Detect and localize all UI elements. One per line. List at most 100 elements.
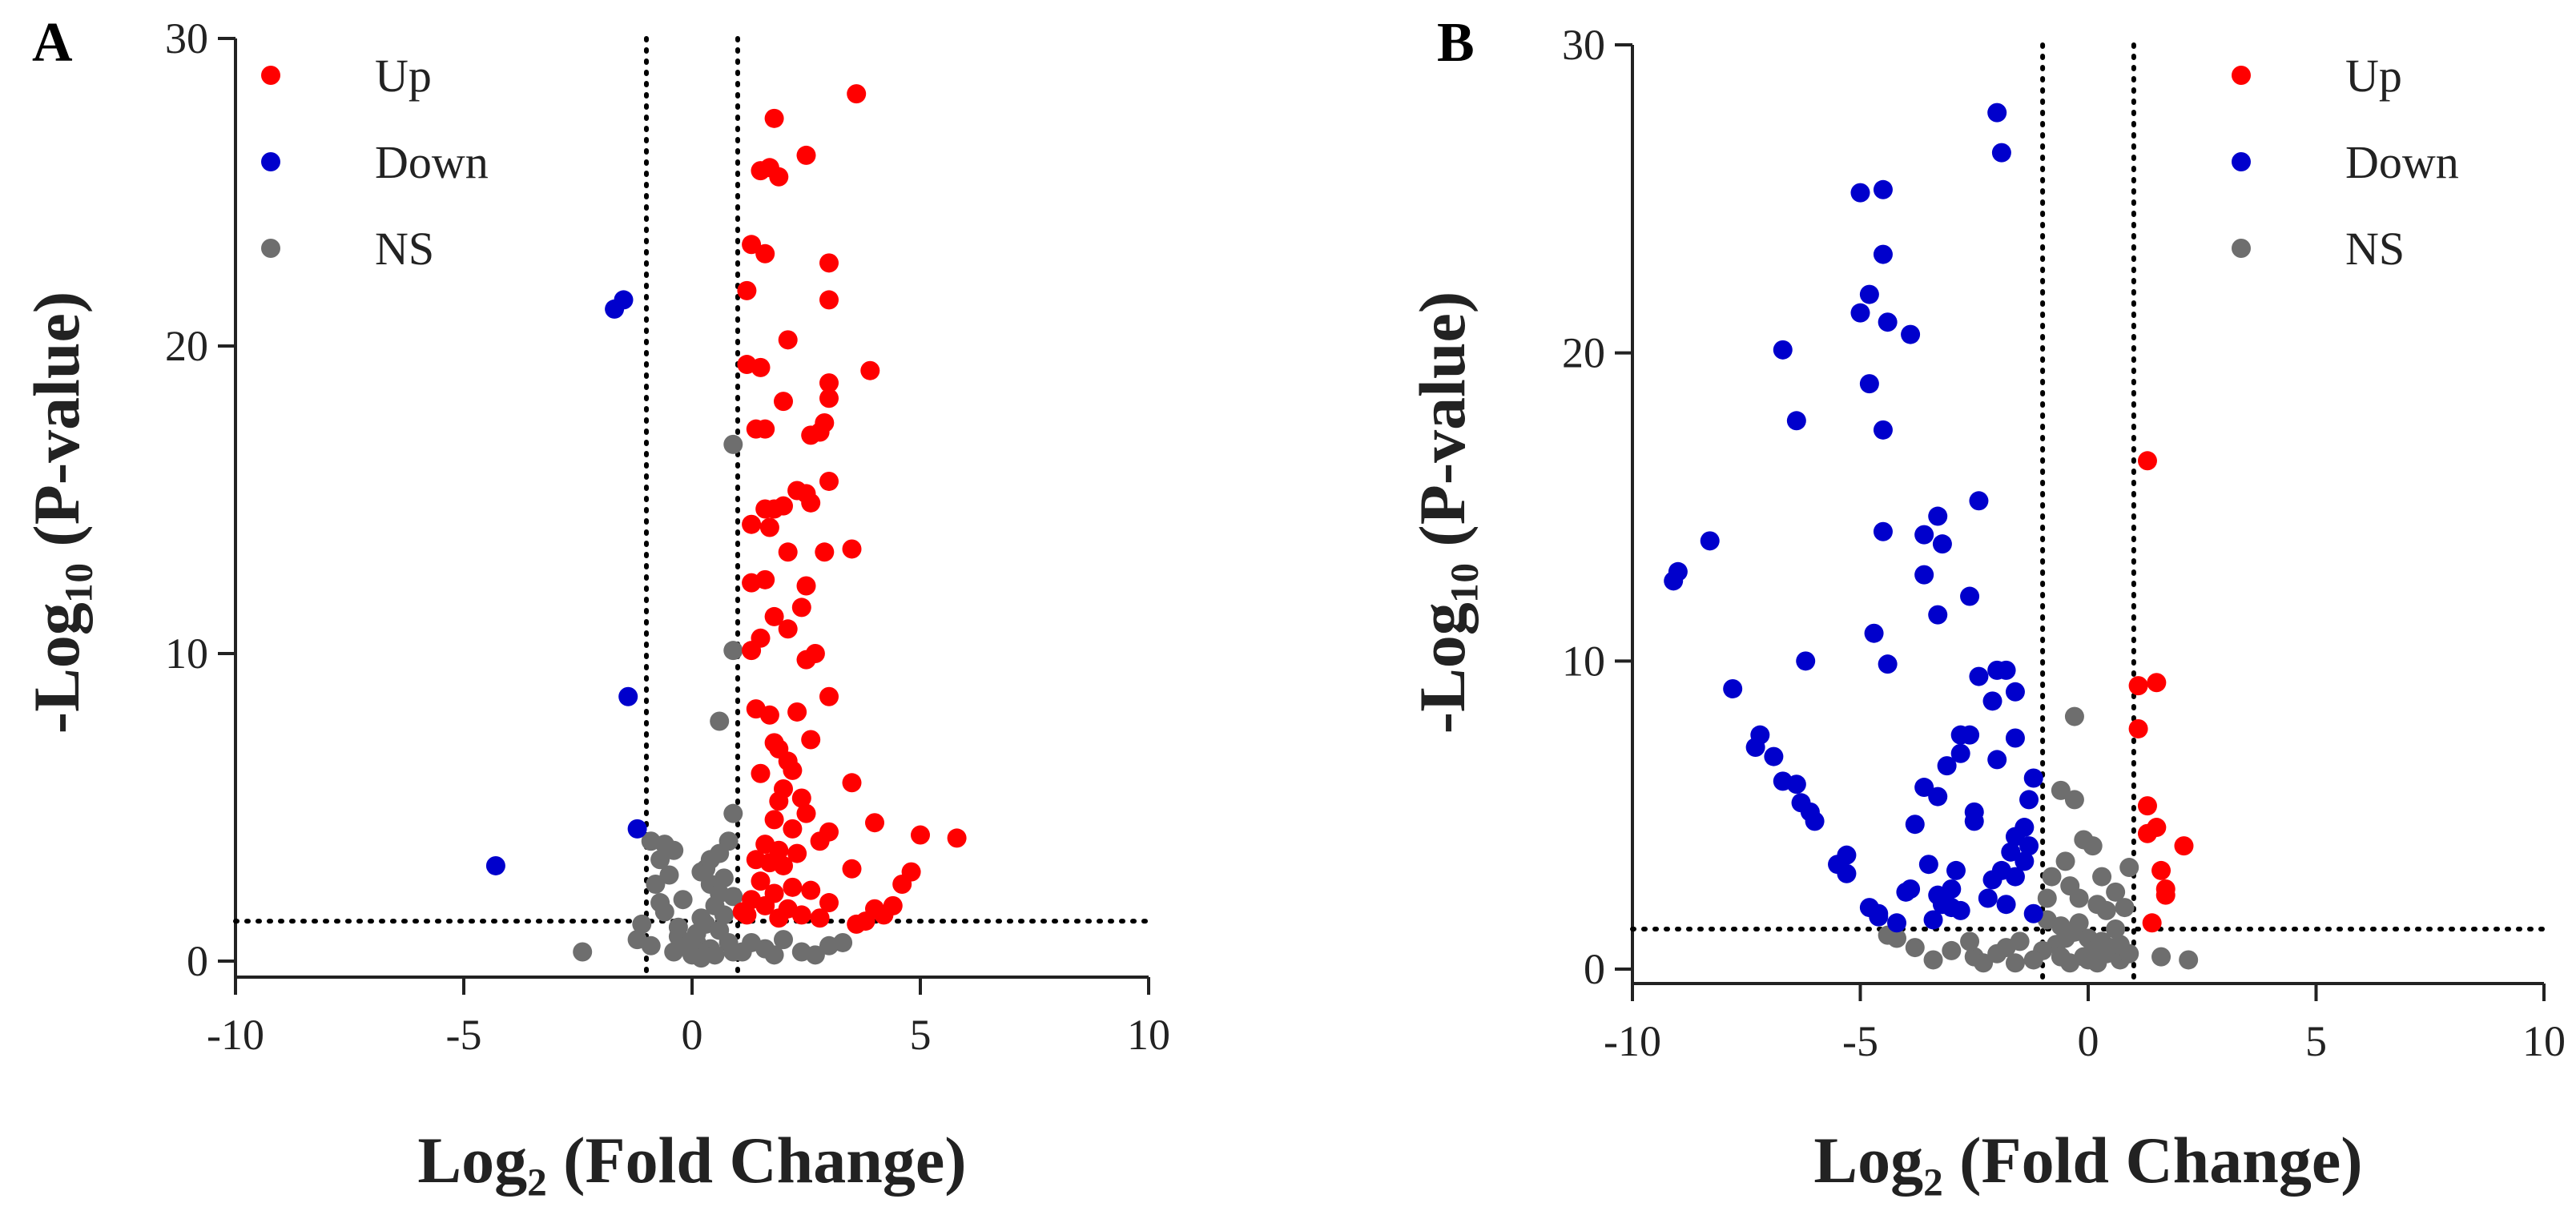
- point-up: [778, 330, 798, 350]
- point-down: [2019, 790, 2039, 810]
- point-ns: [673, 890, 693, 910]
- point-up: [787, 843, 807, 863]
- point-ns: [2055, 928, 2075, 948]
- point-up: [2174, 836, 2194, 856]
- point-down: [1664, 571, 1684, 591]
- point-down: [1950, 900, 1970, 920]
- point-down: [1786, 411, 1806, 431]
- chart-panel-a: A 0 10 20 30 -10 -5 0 5 10 Up Down NS Log₂ (Fold Chan…: [20, 12, 1170, 1197]
- x-tick-label: 5: [910, 1011, 932, 1059]
- point-up: [759, 705, 779, 725]
- point-up: [2128, 676, 2148, 696]
- legend: Up Down NS: [2232, 50, 2459, 275]
- point-ns: [2079, 950, 2098, 970]
- point-up: [847, 914, 867, 934]
- point-up: [769, 908, 789, 928]
- point-down: [1878, 312, 1898, 332]
- point-ns: [646, 875, 666, 894]
- point-ns: [659, 865, 679, 885]
- point-ns: [2064, 790, 2084, 810]
- point-up: [755, 895, 775, 915]
- point-up: [819, 373, 839, 393]
- point-up: [742, 235, 762, 255]
- y-tick-label: 10: [165, 630, 208, 678]
- y-tick-label: 0: [1584, 945, 1605, 993]
- point-ns: [718, 831, 739, 851]
- point-ns: [2115, 898, 2135, 918]
- point-up: [842, 539, 862, 559]
- point-up: [819, 893, 839, 913]
- point-ns: [1996, 938, 2016, 958]
- point-down: [1864, 623, 1884, 643]
- point-up: [815, 542, 835, 562]
- series-ns: [1878, 706, 2199, 973]
- point-up: [2142, 913, 2162, 933]
- point-up: [783, 760, 803, 780]
- point-down: [1928, 787, 1948, 807]
- point-up: [810, 422, 830, 442]
- point-down: [1700, 531, 1720, 551]
- point-ns: [650, 893, 670, 913]
- point-down: [2023, 768, 2043, 788]
- point-up: [801, 880, 821, 900]
- point-ns: [710, 711, 730, 731]
- point-up: [769, 167, 789, 187]
- point-up: [810, 831, 830, 851]
- x-tick-label: -5: [446, 1011, 482, 1059]
- point-ns: [1960, 931, 1980, 951]
- point-up: [787, 702, 807, 722]
- point-ns: [2051, 780, 2071, 800]
- chart-panel-b: B 0 10 20 30 -10 -5 0 5 10 Up Down NS Log₂ (Fold Chan…: [1406, 12, 2566, 1197]
- point-ns: [2037, 888, 2057, 908]
- point-down: [1873, 179, 1893, 199]
- point-down: [1923, 910, 1943, 930]
- point-ns: [732, 942, 752, 962]
- point-ns: [774, 930, 793, 950]
- point-up: [947, 828, 967, 848]
- point-up: [778, 619, 798, 639]
- point-down: [1946, 860, 1966, 880]
- point-up: [805, 644, 825, 663]
- point-up: [810, 908, 830, 928]
- point-up: [865, 899, 884, 919]
- point-up: [764, 606, 784, 626]
- legend-marker-up: [261, 66, 280, 85]
- y-tick-label: 30: [165, 14, 208, 62]
- x-tick-label: 10: [1127, 1011, 1170, 1059]
- x-tick-label: 5: [2305, 1017, 2327, 1065]
- point-ns: [573, 942, 593, 962]
- point-ns: [2074, 830, 2094, 850]
- point-down: [1969, 666, 1989, 686]
- x-tick-label: -10: [1604, 1017, 1661, 1065]
- point-down: [1859, 374, 1879, 394]
- point-down: [1764, 746, 1784, 766]
- x-axis-title: Log₂ (Fold Change): [417, 1124, 966, 1197]
- point-up: [751, 357, 771, 377]
- point-up: [783, 819, 803, 839]
- point-down: [2005, 867, 2025, 887]
- point-down: [614, 290, 634, 310]
- point-up: [801, 493, 821, 513]
- point-ns: [2005, 953, 2025, 973]
- y-tick-label: 0: [187, 937, 208, 985]
- point-down: [1878, 654, 1898, 674]
- point-up: [755, 243, 775, 264]
- x-tick-label: 0: [682, 1011, 703, 1059]
- point-up: [774, 496, 793, 516]
- point-up: [764, 108, 784, 128]
- point-ns: [1942, 940, 1962, 960]
- x-tick-label: 10: [2522, 1017, 2566, 1065]
- point-up: [796, 803, 816, 823]
- point-up: [865, 813, 884, 833]
- point-down: [1928, 506, 1948, 526]
- point-down: [2005, 728, 2025, 748]
- point-down: [627, 819, 647, 839]
- point-up: [778, 542, 798, 562]
- point-up: [732, 902, 752, 922]
- point-up: [742, 641, 762, 661]
- panel-label: A: [32, 12, 73, 74]
- point-ns: [2119, 858, 2139, 878]
- point-up: [759, 517, 779, 537]
- point-down: [1723, 678, 1743, 698]
- point-down: [1964, 811, 1984, 831]
